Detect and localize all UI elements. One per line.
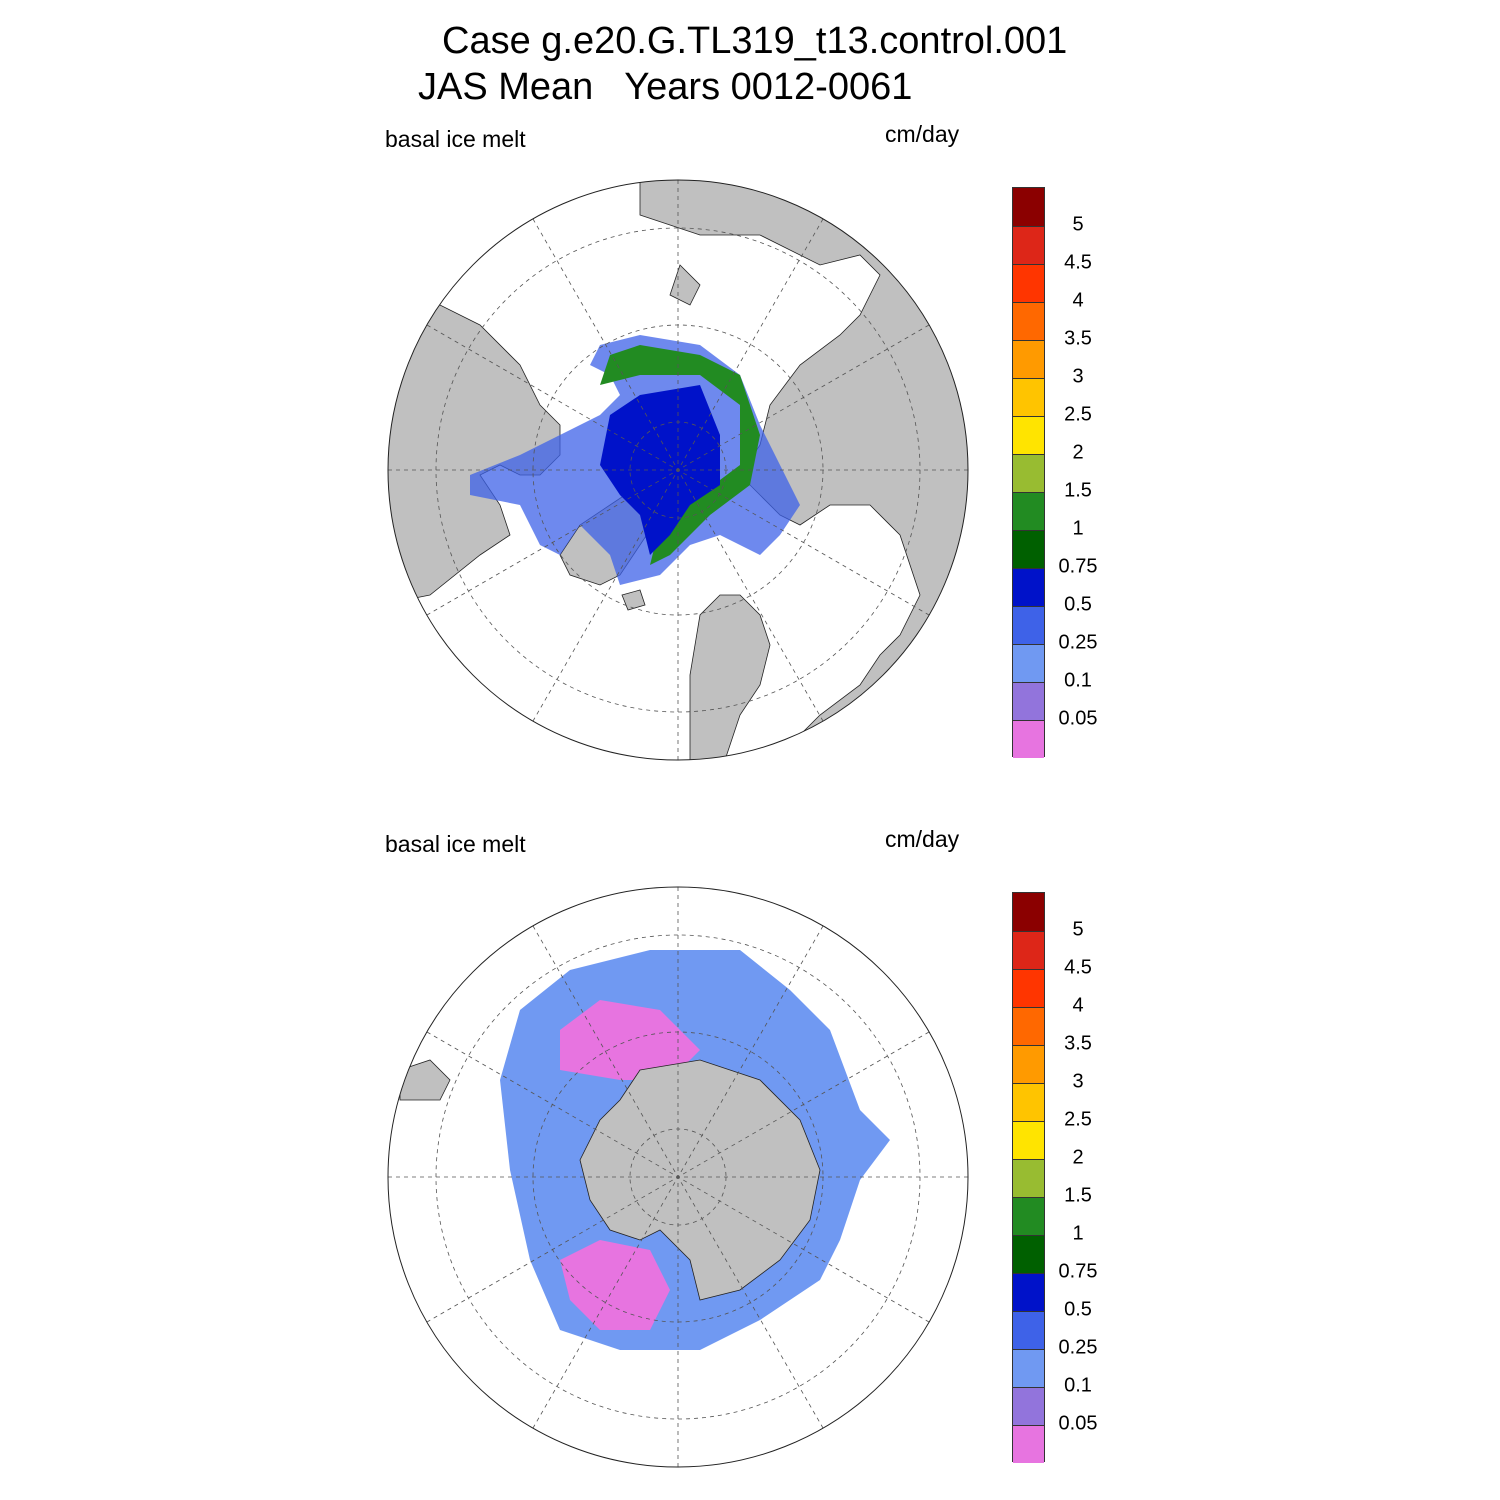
bottom-legend-tick-label: 5 bbox=[1072, 918, 1084, 941]
top-legend-tick-label: 1 bbox=[1072, 517, 1084, 540]
top-legend-swatch bbox=[1013, 568, 1044, 606]
legend-top-colorbar bbox=[1012, 187, 1045, 758]
top-legend-tick-label: 0.5 bbox=[1064, 593, 1092, 616]
bottom-legend-swatch bbox=[1013, 1387, 1044, 1425]
south-melt-pink-weddell bbox=[560, 1240, 670, 1330]
top-legend-tick-label: 0.05 bbox=[1058, 707, 1098, 730]
bottom-legend-swatch bbox=[1013, 1311, 1044, 1349]
legend-bottom-colorbar bbox=[1012, 892, 1045, 1463]
top-legend-swatch bbox=[1013, 644, 1044, 682]
figure-title-line2: JAS Mean Years 0012-0061 bbox=[418, 66, 913, 108]
south-polar-map bbox=[387, 886, 969, 1468]
bottom-legend-swatch bbox=[1013, 1273, 1044, 1311]
top-legend-swatch bbox=[1013, 492, 1044, 530]
panel-top-units-label: cm/day bbox=[885, 121, 960, 147]
top-legend-swatch bbox=[1013, 340, 1044, 378]
bottom-legend-tick-label: 0.1 bbox=[1064, 1374, 1092, 1397]
bottom-legend-swatch bbox=[1013, 1007, 1044, 1045]
panel-bottom-variable-label: basal ice melt bbox=[385, 831, 526, 857]
figure-title-line1: Case g.e20.G.TL319_t13.control.001 bbox=[442, 20, 1068, 62]
top-legend-tick-label: 3 bbox=[1072, 365, 1084, 388]
top-legend-swatch bbox=[1013, 188, 1044, 226]
bottom-legend-tick-label: 4 bbox=[1072, 994, 1084, 1017]
bottom-legend-swatch bbox=[1013, 1235, 1044, 1273]
bottom-legend-swatch bbox=[1013, 931, 1044, 969]
top-legend-swatch bbox=[1013, 416, 1044, 454]
bottom-legend-tick-label: 2.5 bbox=[1064, 1108, 1092, 1131]
bottom-legend-tick-label: 0.5 bbox=[1064, 1298, 1092, 1321]
bottom-legend-tick-label: 2 bbox=[1072, 1146, 1084, 1169]
top-legend-tick-label: 0.25 bbox=[1058, 631, 1098, 654]
top-legend-tick-label: 0.1 bbox=[1064, 669, 1092, 692]
panel-bottom-units-label: cm/day bbox=[885, 826, 960, 852]
top-legend-tick-label: 0.75 bbox=[1058, 555, 1098, 578]
top-legend-tick-label: 4 bbox=[1072, 289, 1084, 312]
bottom-legend-swatch bbox=[1013, 1045, 1044, 1083]
top-legend-swatch bbox=[1013, 720, 1044, 758]
bottom-legend-swatch bbox=[1013, 1083, 1044, 1121]
top-legend-tick-label: 4.5 bbox=[1064, 251, 1092, 274]
north-graticule bbox=[388, 180, 968, 760]
top-legend-swatch bbox=[1013, 264, 1044, 302]
bottom-legend-swatch bbox=[1013, 893, 1044, 931]
bottom-legend-swatch bbox=[1013, 969, 1044, 1007]
bottom-legend-tick-label: 0.75 bbox=[1058, 1260, 1098, 1283]
bottom-legend-tick-label: 1 bbox=[1072, 1222, 1084, 1245]
south-graticule bbox=[388, 887, 968, 1467]
bottom-legend-tick-label: 4.5 bbox=[1064, 956, 1092, 979]
bottom-legend-swatch bbox=[1013, 1349, 1044, 1387]
top-legend-swatch bbox=[1013, 226, 1044, 264]
north-melt-075-green bbox=[600, 345, 760, 565]
north-land-svalbard bbox=[669, 264, 701, 306]
bottom-legend-tick-label: 3.5 bbox=[1064, 1032, 1092, 1055]
top-legend-tick-label: 2.5 bbox=[1064, 403, 1092, 426]
top-legend-swatch bbox=[1013, 682, 1044, 720]
north-land-europe bbox=[689, 594, 771, 760]
bottom-legend-swatch bbox=[1013, 1197, 1044, 1235]
bottom-legend-tick-label: 1.5 bbox=[1064, 1184, 1092, 1207]
north-polar-map bbox=[387, 179, 969, 761]
top-legend-swatch bbox=[1013, 606, 1044, 644]
panel-top-variable-label: basal ice melt bbox=[385, 126, 526, 152]
bottom-legend-swatch bbox=[1013, 1425, 1044, 1463]
bottom-legend-tick-label: 0.25 bbox=[1058, 1336, 1098, 1359]
south-land-antarctica bbox=[579, 1059, 821, 1301]
top-legend-tick-label: 1.5 bbox=[1064, 479, 1092, 502]
top-legend-tick-label: 5 bbox=[1072, 213, 1084, 236]
top-legend-tick-label: 2 bbox=[1072, 441, 1084, 464]
top-legend-swatch bbox=[1013, 302, 1044, 340]
top-legend-swatch bbox=[1013, 530, 1044, 568]
bottom-legend-tick-label: 3 bbox=[1072, 1070, 1084, 1093]
bottom-legend-swatch bbox=[1013, 1159, 1044, 1197]
top-legend-swatch bbox=[1013, 454, 1044, 492]
top-legend-swatch bbox=[1013, 378, 1044, 416]
top-legend-tick-label: 3.5 bbox=[1064, 327, 1092, 350]
bottom-legend-tick-label: 0.05 bbox=[1058, 1412, 1098, 1435]
bottom-legend-swatch bbox=[1013, 1121, 1044, 1159]
